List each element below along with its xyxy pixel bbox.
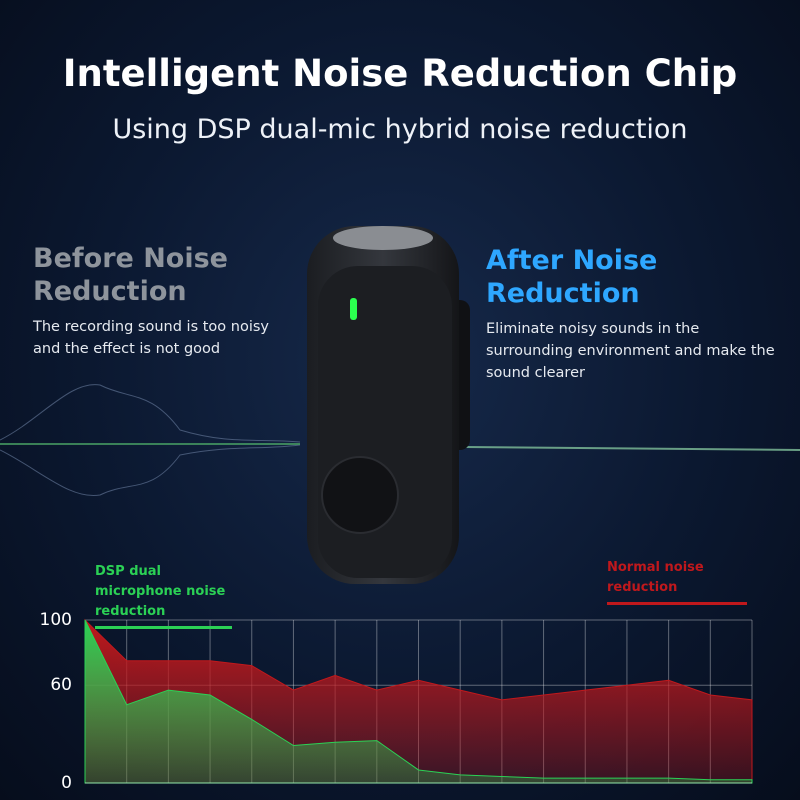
waveform	[0, 384, 800, 497]
title: Intelligent Noise Reduction Chip	[62, 52, 738, 95]
y-tick-label: 0	[61, 773, 72, 793]
subtitle: Using DSP dual-mic hybrid noise reductio…	[112, 114, 688, 145]
device	[307, 226, 470, 584]
legend-entry: DSP dual microphone noise reduction	[95, 562, 232, 629]
before-title: Before Noise Reduction	[33, 243, 228, 307]
after-title: After Noise Reduction	[486, 245, 658, 309]
after-text: Eliminate noisy sounds in the surroundin…	[486, 321, 775, 381]
area	[84, 619, 753, 784]
y-tick-label: 100	[40, 610, 72, 630]
legend-entry: Normal noise reduction	[607, 558, 747, 605]
y-tick-label: 60	[50, 675, 72, 695]
before-text: The recording sound is too noisy and the…	[33, 319, 270, 357]
